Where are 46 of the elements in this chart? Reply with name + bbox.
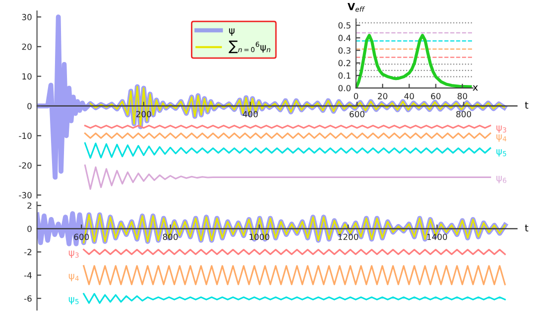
series-label: ψ$_{4}$ <box>496 134 506 142</box>
y-tick-label: -4 <box>24 272 32 278</box>
x-tick-label: 60 <box>431 93 441 100</box>
x-axis-title: x <box>472 85 478 91</box>
y-tick-label: 0.4 <box>338 34 351 42</box>
series-label: ψ$_{3}$ <box>68 250 79 258</box>
x-axis-title: t <box>524 224 528 232</box>
series-label: ψ$_{6}$ <box>496 176 506 184</box>
series-label: ψ$_{5}$ <box>68 297 79 304</box>
y-tick-label: 0.0 <box>338 84 351 92</box>
line-series <box>84 164 492 190</box>
y-tick-label: -30 <box>18 192 32 198</box>
y-tick-label: 20 <box>22 44 32 50</box>
x-tick-label: 0 <box>354 93 358 100</box>
series-label: ψ$_{4}$ <box>68 274 79 282</box>
x-tick-label: 80 <box>458 93 468 100</box>
y-tick-label: 10 <box>22 73 32 80</box>
y-tick-label: 30 <box>22 14 32 20</box>
y-axis-title: V$_{eff}$ <box>348 2 365 12</box>
y-tick-label: 2 <box>27 202 32 209</box>
y-tick-label: 0.1 <box>338 72 350 79</box>
line-series <box>356 34 472 88</box>
x-tick-label: 1400 <box>427 234 448 240</box>
x-tick-label: 800 <box>162 234 178 240</box>
line-series <box>84 142 492 159</box>
x-tick-label: 400 <box>242 110 258 118</box>
series-label: ψ$_{3}$ <box>496 125 506 133</box>
y-tick-label: -20 <box>18 162 32 169</box>
y-tick-label: -2 <box>24 248 32 256</box>
x-tick-label: 40 <box>404 93 414 100</box>
y-tick-label: 0 <box>27 226 32 232</box>
x-tick-label: 600 <box>350 110 364 118</box>
line-series <box>82 292 506 304</box>
y-tick-label: 0.3 <box>338 47 350 54</box>
y-tick-label: -10 <box>18 132 32 139</box>
legend-label: ∑$_{n=0}$$^{6}$ψ$_{n}$ <box>228 40 270 54</box>
series-label: ψ$_{5}$ <box>496 149 506 157</box>
x-tick-label: 1200 <box>338 234 358 240</box>
legend-label: ψ <box>229 28 234 36</box>
y-tick-label: 0.5 <box>338 22 350 29</box>
x-tick-label: 20 <box>378 93 388 100</box>
y-tick-label: 0 <box>27 102 32 110</box>
x-tick-label: 800 <box>456 110 472 118</box>
y-tick-label: -6 <box>24 295 32 302</box>
x-axis-title: t <box>524 102 528 109</box>
y-tick-label: 0.2 <box>338 60 350 66</box>
